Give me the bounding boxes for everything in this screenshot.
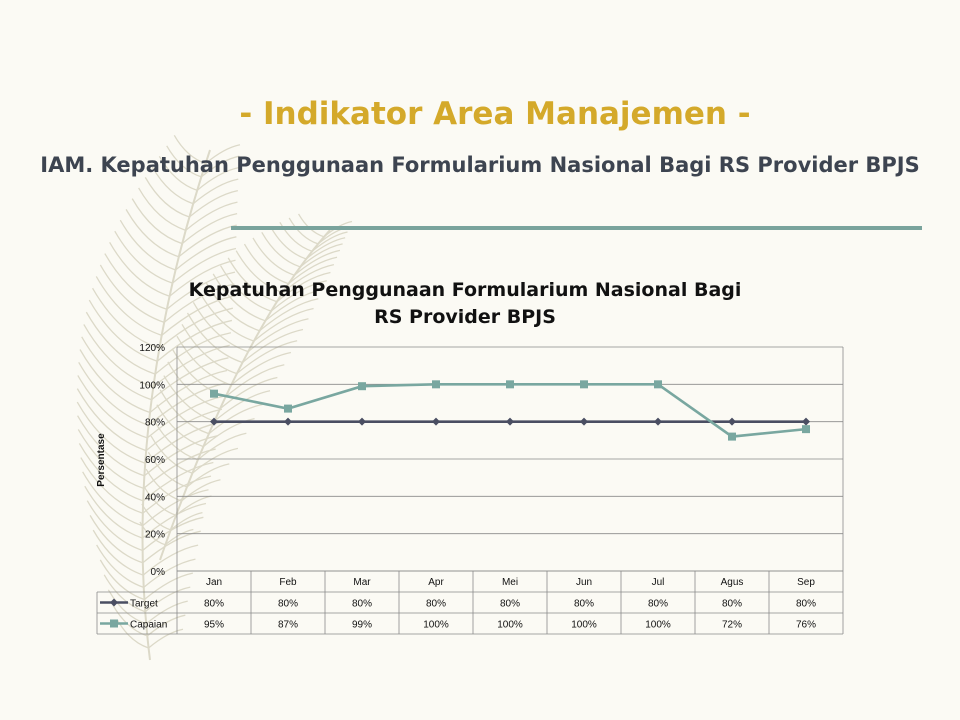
legend-marker-target: [110, 598, 118, 607]
data-point-capaian: [210, 389, 218, 398]
data-point-target: [432, 417, 440, 426]
data-point-target: [358, 417, 366, 426]
data-point-target: [284, 417, 292, 426]
y-tick-label: 100%: [139, 380, 165, 391]
y-axis-label: Persentase: [96, 433, 107, 487]
data-label-target: 80%: [278, 599, 298, 610]
x-tick-label: Apr: [428, 577, 444, 588]
data-point-target: [728, 417, 736, 426]
x-tick-label: Mar: [353, 577, 371, 588]
data-label-target: 80%: [796, 599, 816, 610]
data-point-capaian: [358, 382, 366, 391]
data-point-capaian: [580, 380, 588, 389]
data-label-capaian: 100%: [571, 620, 597, 631]
data-point-target: [580, 417, 588, 426]
slide-subtitle: IAM. Kepatuhan Penggunaan Formularium Na…: [40, 153, 920, 177]
x-tick-label: Jan: [206, 577, 222, 588]
data-point-capaian: [728, 432, 736, 441]
data-point-target: [654, 417, 662, 426]
slide-title: - Indikator Area Manajemen -: [239, 96, 751, 132]
x-tick-label: Feb: [279, 577, 297, 588]
y-tick-label: 40%: [145, 492, 165, 503]
x-tick-label: Jul: [652, 577, 665, 588]
data-label-capaian: 76%: [796, 620, 816, 631]
x-tick-label: Sep: [797, 577, 815, 588]
x-tick-label: Mei: [502, 577, 518, 588]
y-tick-label: 0%: [151, 567, 166, 578]
data-point-capaian: [284, 404, 292, 413]
legend-marker-capaian: [110, 619, 118, 628]
data-point-target: [802, 417, 810, 426]
data-point-target: [506, 417, 514, 426]
data-point-capaian: [802, 425, 810, 434]
data-point-capaian: [432, 380, 440, 389]
data-point-target: [210, 417, 218, 426]
x-tick-label: Jun: [576, 577, 592, 588]
data-label-capaian: 100%: [423, 620, 449, 631]
data-label-capaian: 99%: [352, 620, 372, 631]
data-label-target: 80%: [204, 599, 224, 610]
data-label-target: 80%: [426, 599, 446, 610]
data-label-target: 80%: [722, 599, 742, 610]
legend-label-target: Target: [130, 599, 158, 610]
series-line-capaian: [213, 383, 807, 438]
legend-label-capaian: Capaian: [130, 620, 167, 631]
data-label-capaian: 72%: [722, 620, 742, 631]
data-point-capaian: [654, 380, 662, 389]
data-label-target: 80%: [500, 599, 520, 610]
y-tick-label: 20%: [145, 530, 165, 541]
chart-title: Kepatuhan Penggunaan Formularium Nasiona…: [188, 279, 742, 328]
y-tick-label: 120%: [139, 343, 165, 354]
data-label-capaian: 87%: [278, 620, 298, 631]
title-divider: [231, 226, 922, 230]
x-tick-label: Agus: [721, 577, 744, 588]
y-tick-label: 80%: [145, 418, 165, 429]
data-label-target: 80%: [352, 599, 372, 610]
data-point-capaian: [506, 380, 514, 389]
data-label-capaian: 95%: [204, 620, 224, 631]
data-label-target: 80%: [574, 599, 594, 610]
data-label-capaian: 100%: [645, 620, 671, 631]
data-label-target: 80%: [648, 599, 668, 610]
data-label-capaian: 100%: [497, 620, 523, 631]
y-tick-label: 60%: [145, 455, 165, 466]
